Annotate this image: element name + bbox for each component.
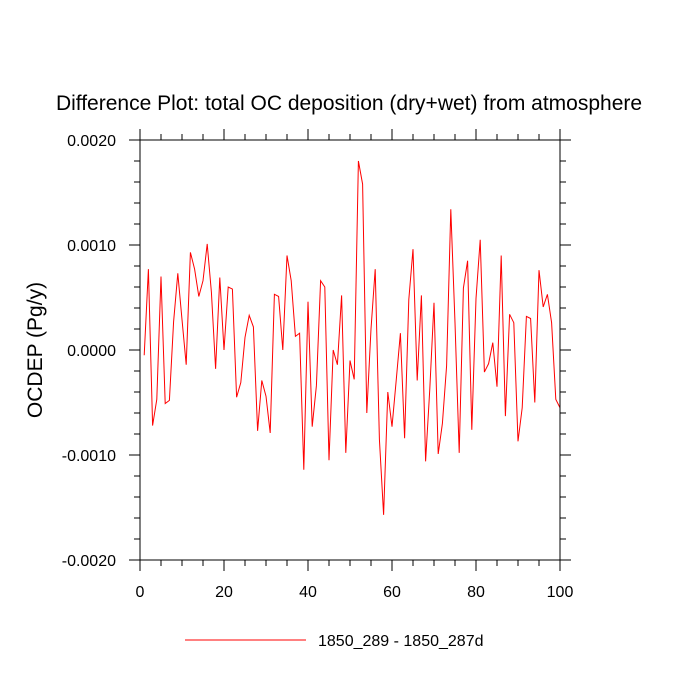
x-tick-label: 0	[136, 584, 145, 601]
legend-label: 1850_289 - 1850_287d	[318, 633, 484, 650]
series-line	[143, 160, 561, 515]
y-tick-label: -0.0010	[62, 448, 116, 465]
y-tick-label: 0.0010	[67, 238, 116, 255]
x-axis: 0 20 40 60 80 100	[136, 129, 574, 601]
x-tick-label: 60	[383, 584, 401, 601]
plot-area	[143, 160, 561, 515]
y-axis: -0.0020 -0.0010 0.0000 0.0010 0.0020	[62, 133, 571, 570]
y-tick-label: 0.0000	[67, 343, 116, 360]
x-tick-label: 100	[547, 584, 574, 601]
y-tick-label: 0.0020	[67, 133, 116, 150]
x-tick-label: 80	[467, 584, 485, 601]
x-tick-label: 40	[299, 584, 317, 601]
x-tick-label: 20	[215, 584, 233, 601]
chart-title: Difference Plot: total OC deposition (dr…	[56, 92, 642, 115]
y-axis-label: OCDEP (Pg/y)	[24, 282, 47, 418]
legend: 1850_289 - 1850_287d	[185, 633, 484, 650]
y-tick-label: -0.0020	[62, 553, 116, 570]
